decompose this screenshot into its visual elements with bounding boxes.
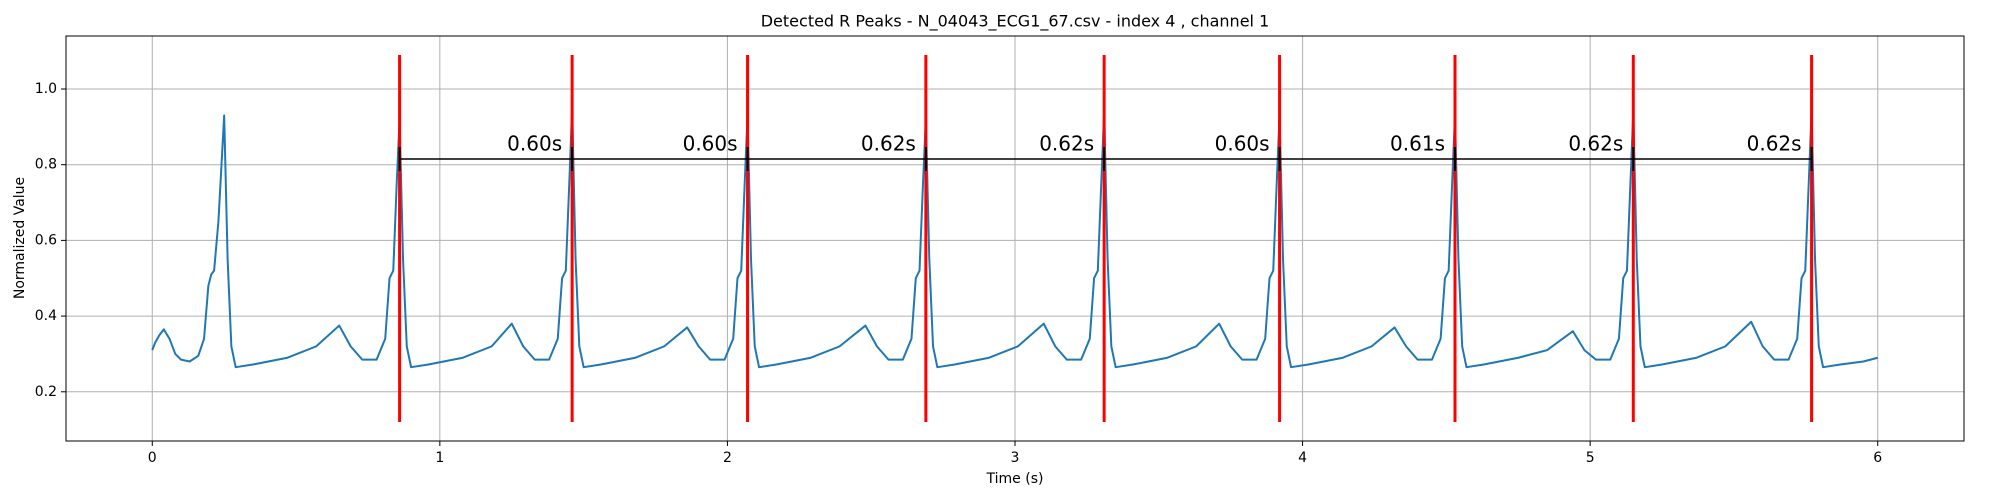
x-axis-label: Time (s)	[986, 471, 1044, 487]
ecg-line	[151, 106, 1878, 369]
interval-label: 0.60s	[683, 132, 738, 156]
y-axis-label: Normalized Value	[12, 177, 28, 299]
y-tick-label: 0.2	[35, 384, 57, 400]
interval-label: 0.62s	[1568, 132, 1623, 156]
y-tick-label: 0.6	[35, 232, 57, 248]
interval-label: 0.60s	[1215, 132, 1270, 156]
x-tick-label: 3	[1011, 450, 1020, 466]
plot-frame	[65, 35, 1965, 442]
y-tick-label: 0.4	[35, 308, 57, 324]
interval-label: 0.61s	[1390, 132, 1445, 156]
x-tick-label: 2	[723, 450, 732, 466]
x-tick-label: 0	[148, 450, 157, 466]
interval-label: 0.62s	[861, 132, 916, 156]
chart-title: Detected R Peaks - N_04043_ECG1_67.csv -…	[761, 12, 1270, 32]
x-tick-label: 1	[435, 450, 444, 466]
y-tick-label: 1.0	[35, 81, 57, 97]
x-tick-label: 5	[1586, 450, 1595, 466]
interval-label: 0.60s	[507, 132, 562, 156]
interval-label: 0.62s	[1747, 132, 1802, 156]
x-tick-label: 6	[1873, 450, 1882, 466]
x-tick-label: 4	[1298, 450, 1307, 466]
interval-label: 0.62s	[1039, 132, 1094, 156]
y-tick-label: 0.8	[35, 157, 57, 173]
